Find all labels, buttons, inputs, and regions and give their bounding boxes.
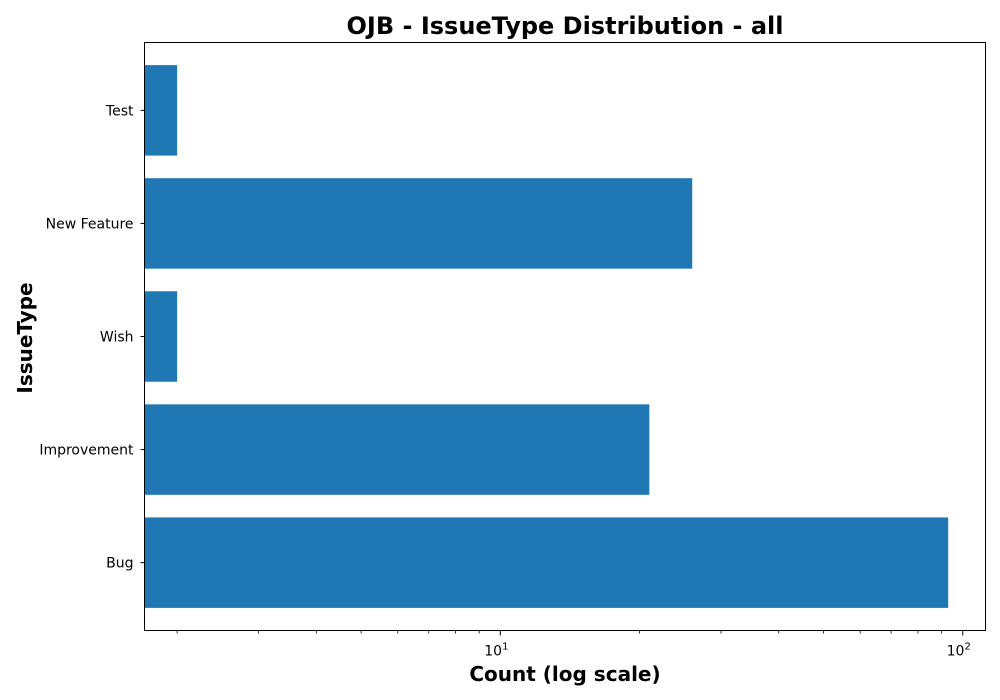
bar-improvement (144, 404, 650, 495)
x-axis-ticks: 101 102 (176, 630, 971, 660)
x-tick-label: 101 (484, 642, 508, 660)
bars-group (144, 65, 949, 608)
bar-new-feature (144, 178, 693, 269)
bar-bug (144, 517, 949, 608)
y-tick-label: Bug (106, 556, 133, 572)
y-tick-label: Test (105, 103, 134, 119)
y-tick-label: Improvement (39, 443, 134, 459)
x-tick-label: 102 (947, 642, 971, 660)
y-tick-label: New Feature (46, 216, 134, 232)
y-axis-label: IssueType (13, 282, 37, 393)
y-tick-label: Wish (100, 330, 134, 346)
y-axis-ticks: Bug Improvement Wish New Feature Test (39, 103, 145, 572)
chart-title: OJB - IssueType Distribution - all (347, 12, 784, 40)
bar-wish (144, 291, 178, 382)
bar-test (144, 65, 178, 156)
x-axis-label: Count (log scale) (469, 662, 660, 686)
